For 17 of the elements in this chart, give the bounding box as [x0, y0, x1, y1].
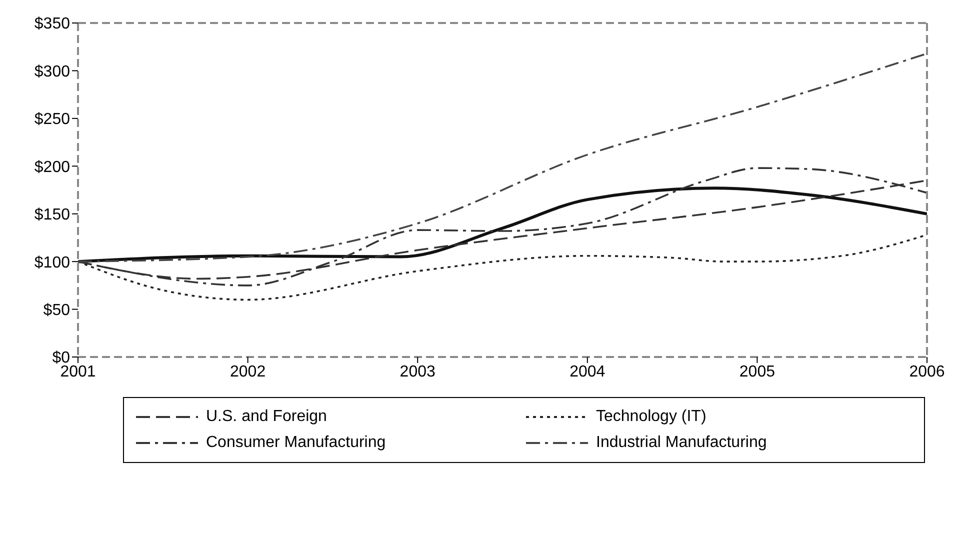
y-tick-label: $250 [34, 111, 70, 128]
y-tick-label: $200 [34, 158, 70, 176]
x-tick-label: 2006 [909, 363, 945, 380]
y-tick-label: $100 [34, 254, 70, 272]
y-tick-label: $300 [34, 63, 70, 80]
legend-label: Consumer Manufacturing [206, 434, 386, 452]
legend-label: U.S. and Foreign [206, 408, 327, 426]
y-tick-label: $350 [34, 16, 70, 33]
x-tick-label: 2005 [739, 363, 776, 380]
y-tick-label: $150 [34, 206, 70, 224]
x-tick-label: 2002 [230, 363, 266, 380]
x-tick-label: 2004 [570, 363, 606, 380]
legend-label: Industrial Manufacturing [596, 434, 767, 452]
y-tick-label: $50 [43, 302, 70, 319]
x-tick-label: 2001 [60, 363, 96, 380]
x-tick-label: 2003 [400, 363, 436, 380]
legend-label: Technology (IT) [596, 408, 706, 426]
